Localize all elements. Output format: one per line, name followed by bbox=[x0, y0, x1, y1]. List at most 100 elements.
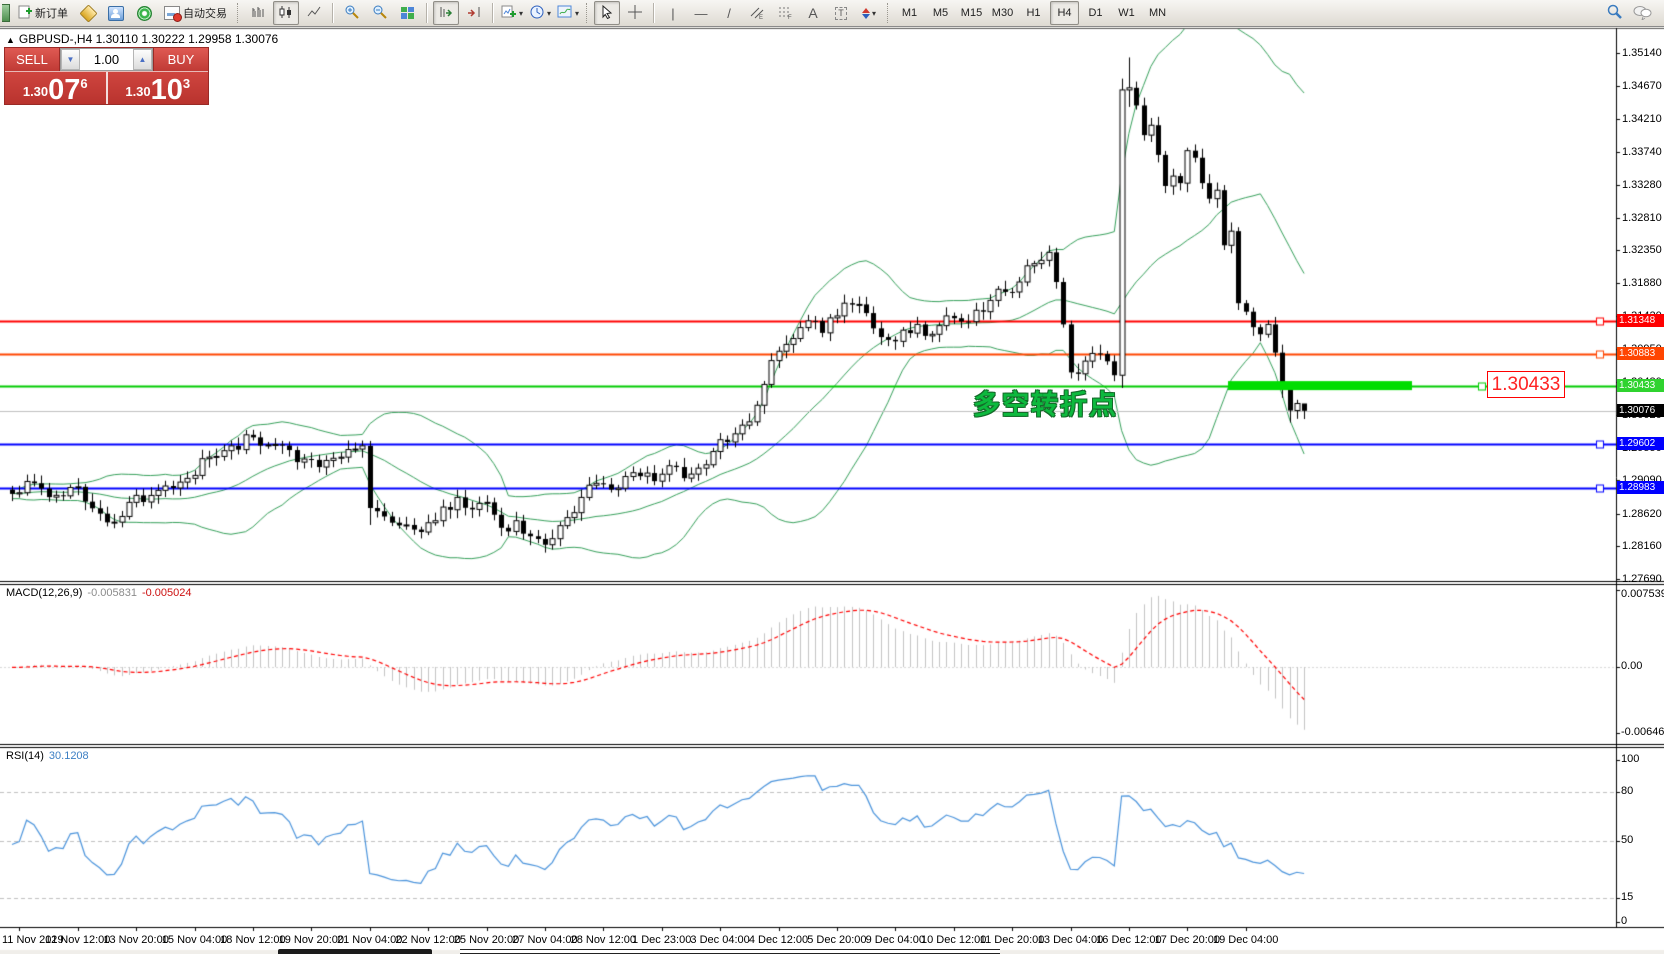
tile-windows-icon bbox=[401, 6, 415, 20]
rsi-name: RSI(14) bbox=[6, 750, 44, 762]
price-tick-label: 1.28160 bbox=[1622, 540, 1662, 553]
price-tick-label: 1.31880 bbox=[1622, 277, 1662, 290]
market-watch-icon bbox=[78, 3, 98, 23]
toolbar-separator bbox=[492, 3, 494, 23]
fibonacci-button[interactable]: F bbox=[772, 1, 798, 25]
date-label: 28 Nov 12:00 bbox=[570, 934, 637, 946]
tf-button-MN[interactable]: MN bbox=[1148, 7, 1167, 19]
sell-button[interactable]: SELL bbox=[5, 48, 60, 71]
bar-chart-icon bbox=[250, 4, 266, 23]
volume-value[interactable]: 1.00 bbox=[93, 52, 120, 67]
date-label: 1 Dec 23:00 bbox=[632, 934, 692, 946]
price-tick-label: 1.32810 bbox=[1622, 211, 1662, 224]
crosshair-icon bbox=[627, 4, 643, 23]
bar-chart-button[interactable] bbox=[245, 1, 271, 25]
volume-increase-button[interactable]: ▲ bbox=[133, 49, 152, 70]
chat-button[interactable] bbox=[1629, 1, 1655, 25]
indicators-button[interactable]: ▾ bbox=[499, 1, 525, 25]
price-tick-label: 1.34670 bbox=[1622, 80, 1662, 93]
price-tick-label: 1.33280 bbox=[1622, 178, 1662, 191]
buy-price[interactable]: 1.30 10 3 bbox=[107, 72, 208, 106]
buy-price-big: 10 bbox=[150, 74, 183, 106]
chart-shift-button[interactable] bbox=[461, 1, 487, 25]
periods-button[interactable]: ▾ bbox=[527, 1, 553, 25]
rsi-value: 30.1208 bbox=[48, 750, 89, 762]
sell-price-big: 07 bbox=[48, 74, 81, 106]
price-tag: 1.31348 bbox=[1617, 314, 1664, 327]
toolbar-separator bbox=[332, 3, 334, 23]
market-watch-button[interactable] bbox=[75, 1, 101, 25]
volume-decrease-button[interactable]: ▼ bbox=[61, 49, 80, 70]
toolbar-right bbox=[1600, 1, 1656, 25]
horizontal-line-button[interactable]: — bbox=[688, 1, 714, 25]
date-label: 18 Nov 12:00 bbox=[220, 934, 286, 946]
window-edge-fragment bbox=[460, 949, 1000, 954]
date-label: 21 Nov 04:00 bbox=[336, 934, 403, 946]
chart-shift-icon bbox=[466, 4, 482, 23]
toolbar: 新订单 自动交易 ▾ ▾ bbox=[0, 0, 1664, 27]
tf-button-D1[interactable]: D1 bbox=[1088, 7, 1103, 19]
tf-button-M1[interactable]: M1 bbox=[901, 7, 918, 19]
chart-title: ▲ GBPUSD-,H4 1.30110 1.30222 1.29958 1.30… bbox=[6, 32, 278, 46]
buy-price-prefix: 1.30 bbox=[125, 84, 151, 99]
zoom-out-button[interactable] bbox=[367, 1, 393, 25]
zoom-in-button[interactable] bbox=[339, 1, 365, 25]
sell-price-prefix: 1.30 bbox=[22, 84, 49, 99]
rsi-scale-label: 0 bbox=[1621, 915, 1628, 927]
buy-price-sup: 3 bbox=[182, 76, 191, 91]
tf-button-W1[interactable]: W1 bbox=[1118, 7, 1135, 19]
text-button[interactable]: A bbox=[800, 1, 826, 25]
autotrading-button[interactable]: 自动交易 bbox=[159, 1, 232, 25]
candlestick-chart-icon bbox=[278, 4, 294, 23]
navigator-icon bbox=[108, 5, 124, 21]
macd-signal-value: -0.005024 bbox=[141, 587, 192, 599]
tf-button-H4[interactable]: H4 bbox=[1050, 1, 1079, 25]
toolbar-grip bbox=[237, 3, 240, 23]
vertical-line-button[interactable]: | bbox=[660, 1, 686, 25]
tf-button-M15[interactable]: M15 bbox=[960, 7, 983, 19]
line-chart-button[interactable] bbox=[301, 1, 327, 25]
date-label: 27 Nov 04:00 bbox=[512, 934, 578, 946]
text-label-icon: T bbox=[835, 6, 847, 20]
clock-icon bbox=[529, 4, 545, 23]
text-icon: A bbox=[808, 5, 818, 21]
rsi-scale-label: 80 bbox=[1621, 785, 1634, 798]
toolbar-separator bbox=[653, 3, 655, 23]
templates-button[interactable]: ▾ bbox=[555, 1, 581, 25]
tf-button-M30[interactable]: M30 bbox=[991, 7, 1014, 19]
tf-button-H1[interactable]: H1 bbox=[1026, 7, 1041, 19]
search-button[interactable] bbox=[1601, 1, 1627, 25]
tf-button-M5[interactable]: M5 bbox=[932, 7, 949, 19]
buy-button[interactable]: BUY bbox=[153, 48, 208, 71]
navigator-button[interactable] bbox=[103, 1, 129, 25]
trendline-button[interactable]: / bbox=[716, 1, 742, 25]
collapse-arrow-icon[interactable]: ▲ bbox=[6, 35, 15, 45]
rsi-scale-label: 50 bbox=[1621, 834, 1634, 846]
date-label: 5 Dec 20:00 bbox=[807, 934, 867, 946]
tile-windows-button[interactable] bbox=[395, 1, 421, 25]
new-order-button[interactable]: 新订单 bbox=[13, 1, 73, 25]
date-label: 13 Dec 04:00 bbox=[1037, 934, 1104, 946]
data-window-button[interactable] bbox=[131, 1, 157, 25]
channel-icon: E bbox=[749, 4, 765, 23]
candlestick-chart-button[interactable] bbox=[273, 1, 299, 25]
auto-scroll-button[interactable] bbox=[433, 1, 459, 25]
price-tag: 1.30433 bbox=[1617, 378, 1664, 392]
chevron-down-icon: ▾ bbox=[574, 8, 579, 18]
zoom-in-icon bbox=[344, 4, 360, 23]
date-label: 15 Nov 04:00 bbox=[161, 934, 228, 946]
text-label-button[interactable]: T bbox=[828, 1, 854, 25]
crosshair-button[interactable] bbox=[622, 1, 648, 25]
channel-button[interactable]: E bbox=[744, 1, 770, 25]
volume-stepper: ▼ 1.00 ▲ bbox=[60, 48, 153, 71]
autotrading-icon bbox=[164, 6, 182, 22]
chevron-down-icon: ▾ bbox=[871, 8, 876, 18]
sell-price[interactable]: 1.30 07 6 bbox=[5, 72, 108, 106]
chat-icon bbox=[1632, 4, 1652, 23]
date-label: 9 Dec 04:00 bbox=[865, 934, 925, 946]
arrows-button[interactable]: ▾ bbox=[856, 1, 882, 25]
cursor-button[interactable] bbox=[594, 1, 620, 25]
highlight-price-label[interactable]: 1.30433 bbox=[1487, 371, 1565, 398]
